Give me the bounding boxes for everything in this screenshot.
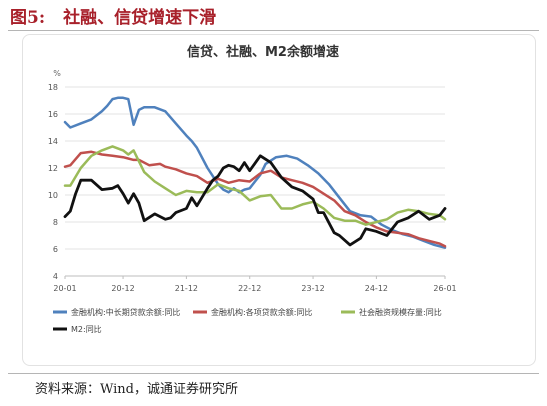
x-tick-label: 26-01 [433,284,456,293]
x-tick-label: 20-01 [53,284,76,293]
legend-label-2: 金融机构:各项贷款余额:同比 [211,307,312,317]
y-tick-label: 12 [48,164,58,173]
y-tick-label: 14 [48,137,58,146]
source-rule [8,373,539,374]
x-tick-label: 23-12 [301,284,324,293]
x-tick-label: 22-12 [238,284,261,293]
line-chart: 信贷、社融、M2余额增速% 4 6 8 10 12 14 16 18 20-01 20-12 21-1… [48,44,457,334]
x-tick-label: 24-12 [365,284,388,293]
legend-label-1: 金融机构:中长期贷款余额:同比 [71,307,180,317]
figure-title: 图5: 社融、信贷增速下滑 [10,3,216,28]
series-line-1 [63,96,447,249]
chart-title: 信贷、社融、M2余额增速 [187,44,339,60]
y-tick-label: 10 [48,191,58,200]
y-tick-label: 4 [53,272,58,281]
legend-label-3: 社会融资规模存量:同比 [359,307,442,317]
figure-number: 图5: [10,8,46,28]
legend-label-4: M2:同比 [71,324,102,334]
series-line-4 [63,154,447,247]
x-tick-label: 20-12 [111,284,134,293]
chart-card: 信贷、社融、M2余额增速% 4 6 8 10 12 14 16 18 20-01 20-12 21-1… [22,34,536,366]
y-tick-label: 16 [48,110,58,119]
x-tick-label: 21-12 [175,284,198,293]
series-line-2 [63,150,447,248]
figure-caption: 社融、信贷增速下滑 [63,8,217,28]
y-tick-label: 18 [48,83,58,92]
title-rule [8,30,539,31]
y-axis-unit: % [53,69,61,78]
y-tick-label: 6 [53,245,58,254]
source-note: 资料来源：Wind，诚通证券研究所 [35,382,238,397]
y-tick-label: 8 [53,218,58,227]
series-line-3 [63,145,447,226]
